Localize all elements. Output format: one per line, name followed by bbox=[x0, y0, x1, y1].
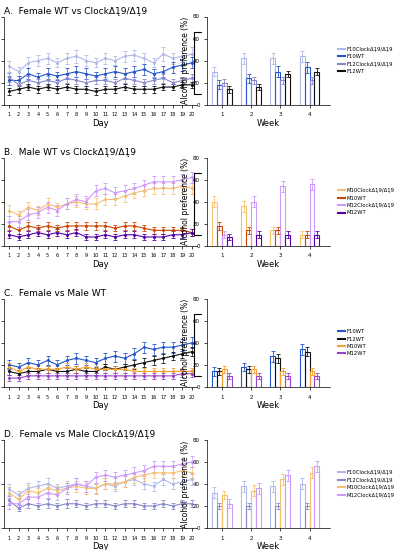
Bar bbox=[212, 493, 217, 528]
Text: B.  Male WT vs ClockΔ1̙9/Δ1̙9: B. Male WT vs ClockΔ1̙9/Δ1̙9 bbox=[4, 148, 136, 157]
Legend: M10ClockΔ1̙9/Δ1̙9, M10WT, M12ClockΔ1̙9/Δ1̙9, M12WT: M10ClockΔ1̙9/Δ1̙9, M10WT, M12ClockΔ1̙9/Δ… bbox=[336, 186, 397, 218]
Bar bbox=[212, 72, 217, 104]
X-axis label: Day: Day bbox=[92, 542, 109, 550]
Bar bbox=[241, 486, 246, 528]
X-axis label: Week: Week bbox=[257, 119, 280, 128]
Bar bbox=[280, 371, 285, 387]
Bar bbox=[251, 202, 256, 246]
Bar bbox=[256, 87, 261, 104]
Bar bbox=[227, 237, 232, 246]
Bar bbox=[246, 78, 251, 104]
Bar bbox=[251, 80, 256, 104]
Bar bbox=[217, 85, 222, 104]
X-axis label: Day: Day bbox=[92, 260, 109, 269]
Bar bbox=[305, 235, 310, 246]
Bar bbox=[227, 89, 232, 104]
Bar bbox=[275, 358, 280, 387]
Bar bbox=[270, 58, 275, 104]
Bar bbox=[241, 206, 246, 246]
Bar bbox=[270, 230, 275, 246]
Bar bbox=[227, 376, 232, 387]
Bar bbox=[310, 80, 315, 104]
Bar bbox=[280, 480, 285, 528]
Legend: F10ClockΔ1̙9/Δ1̙9, F10WT, F12ClockΔ1̙9/Δ1̙9, F12WT: F10ClockΔ1̙9/Δ1̙9, F10WT, F12ClockΔ1̙9/Δ… bbox=[336, 45, 395, 76]
Bar bbox=[217, 506, 222, 528]
Bar bbox=[246, 506, 251, 528]
Bar bbox=[212, 371, 217, 387]
Bar bbox=[315, 466, 319, 528]
X-axis label: Week: Week bbox=[257, 260, 280, 269]
Text: C.  Female vs Male WT: C. Female vs Male WT bbox=[4, 289, 106, 298]
Bar bbox=[310, 184, 315, 246]
Bar bbox=[310, 473, 315, 528]
X-axis label: Week: Week bbox=[257, 542, 280, 550]
X-axis label: Week: Week bbox=[257, 401, 280, 410]
Bar bbox=[285, 74, 290, 104]
Bar bbox=[300, 484, 305, 528]
Bar bbox=[300, 235, 305, 246]
Bar bbox=[251, 491, 256, 528]
Y-axis label: Alcohol preference (%): Alcohol preference (%) bbox=[181, 441, 190, 527]
Bar bbox=[280, 80, 285, 104]
Bar bbox=[305, 67, 310, 104]
X-axis label: Day: Day bbox=[92, 401, 109, 410]
Bar bbox=[300, 56, 305, 104]
Bar bbox=[305, 351, 310, 387]
Bar bbox=[251, 369, 256, 387]
Bar bbox=[256, 235, 261, 246]
Text: **: ** bbox=[209, 58, 217, 67]
Bar bbox=[256, 376, 261, 387]
Legend: F10WT, F12WT, M10WT, M12WT: F10WT, F12WT, M10WT, M12WT bbox=[336, 327, 368, 359]
Bar bbox=[246, 369, 251, 387]
Bar bbox=[241, 367, 246, 387]
Bar bbox=[275, 72, 280, 104]
Bar bbox=[310, 371, 315, 387]
Bar bbox=[256, 488, 261, 528]
Bar bbox=[285, 235, 290, 246]
Bar bbox=[217, 226, 222, 246]
Bar bbox=[241, 58, 246, 104]
Bar bbox=[227, 504, 232, 528]
Bar bbox=[270, 356, 275, 387]
Bar bbox=[285, 475, 290, 528]
Bar bbox=[285, 376, 290, 387]
Bar bbox=[222, 235, 227, 246]
Bar bbox=[305, 506, 310, 528]
Y-axis label: Alcohol preference (%): Alcohol preference (%) bbox=[181, 158, 190, 245]
Bar bbox=[275, 506, 280, 528]
Bar bbox=[222, 82, 227, 104]
Bar bbox=[217, 371, 222, 387]
X-axis label: Day: Day bbox=[92, 119, 109, 128]
Bar bbox=[275, 230, 280, 246]
Bar bbox=[315, 235, 319, 246]
Bar bbox=[315, 72, 319, 104]
Text: A.  Female WT vs ClockΔ1̙9/Δ1̙9: A. Female WT vs ClockΔ1̙9/Δ1̙9 bbox=[4, 7, 147, 16]
Bar bbox=[222, 495, 227, 528]
Bar bbox=[315, 376, 319, 387]
Bar bbox=[270, 486, 275, 528]
Text: **: ** bbox=[209, 200, 217, 208]
Legend: F10ClockΔ1̙9/Δ1̙9, F12ClockΔ1̙9/Δ1̙9, M10ClockΔ1̙9/Δ1̙9, M12ClockΔ1̙9/Δ1̙9: F10ClockΔ1̙9/Δ1̙9, F12ClockΔ1̙9/Δ1̙9, M1… bbox=[336, 468, 397, 500]
Bar bbox=[246, 230, 251, 246]
Bar bbox=[222, 369, 227, 387]
Bar bbox=[280, 186, 285, 246]
Text: ***: *** bbox=[209, 340, 221, 349]
Y-axis label: Alcohol preference (%): Alcohol preference (%) bbox=[181, 17, 190, 104]
Text: D.  Female vs Male ClockΔ1̙9/Δ1̙9: D. Female vs Male ClockΔ1̙9/Δ1̙9 bbox=[4, 430, 155, 439]
Y-axis label: Alcohol preference (%): Alcohol preference (%) bbox=[181, 299, 190, 387]
Bar bbox=[300, 349, 305, 387]
Bar bbox=[212, 202, 217, 246]
